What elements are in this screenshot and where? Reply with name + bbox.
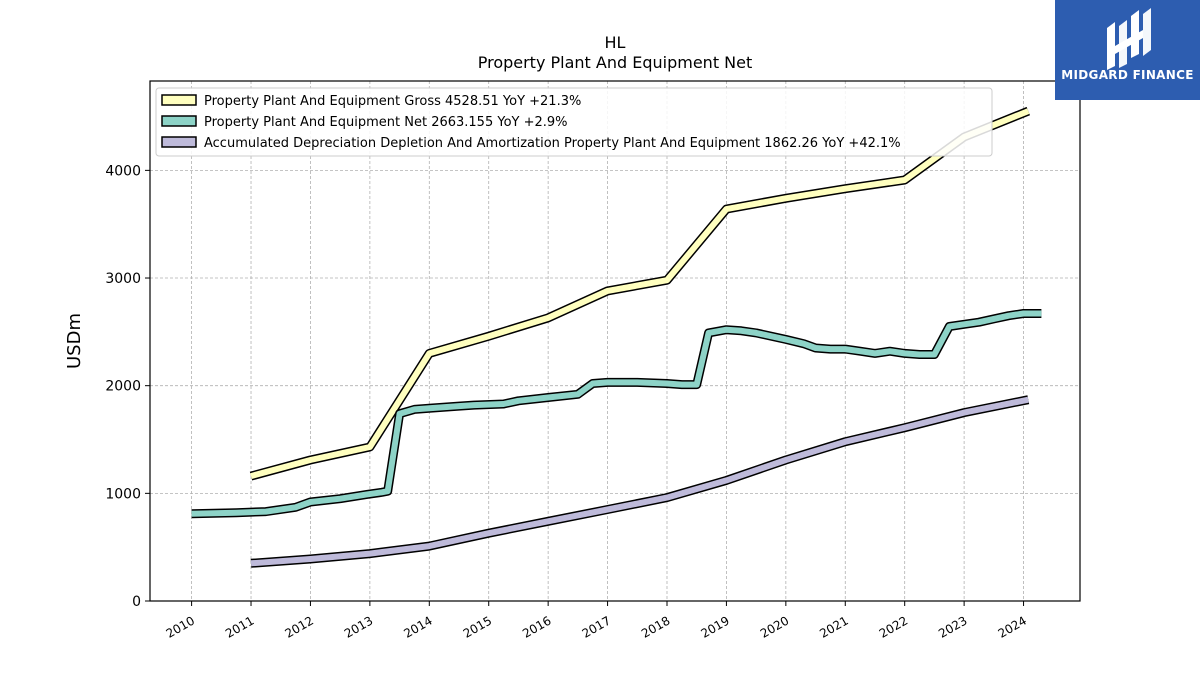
y-tick-label: 0 — [132, 594, 141, 610]
legend: Property Plant And Equipment Gross 4528.… — [155, 87, 993, 157]
x-tick-label: 2021 — [817, 613, 850, 640]
series-lines — [191, 106, 1042, 568]
series-outline — [191, 309, 1042, 519]
legend-entry: Property Plant And Equipment Gross 4528.… — [204, 94, 581, 109]
legend-frame — [155, 87, 993, 157]
legend-entry: Property Plant And Equipment Net 2663.15… — [204, 115, 568, 130]
legend-swatch — [161, 136, 197, 148]
x-tick-label: 2019 — [698, 613, 731, 640]
legend-swatch — [161, 115, 197, 127]
series-line — [250, 396, 1029, 567]
x-axis-ticks: 2010 2011 2012 2013 2014 2015 2016 2017 2018 2019… — [164, 601, 1029, 641]
legend-entry: Accumulated Depreciation Depletion And A… — [204, 136, 901, 151]
x-tick-label: 2023 — [936, 613, 969, 640]
x-tick-label: 2016 — [520, 613, 553, 640]
brand-mark-icon — [1107, 8, 1151, 70]
chart-title: HL — [605, 33, 626, 52]
x-tick-label: 2024 — [996, 613, 1029, 640]
x-tick-label: 2011 — [223, 613, 256, 640]
x-tick-label: 2012 — [282, 613, 315, 640]
series-line — [191, 310, 1042, 517]
chart-subtitle: Property Plant And Equipment Net — [478, 53, 753, 72]
x-tick-label: 2014 — [401, 613, 434, 640]
series-line — [250, 108, 1030, 479]
y-tick-label: 1000 — [105, 486, 141, 502]
y-axis-ticks: 0 1000 2000 3000 4000 — [105, 163, 150, 610]
x-tick-label: 2022 — [877, 613, 910, 640]
brand-name: MIDGARD FINANCE — [1061, 68, 1194, 82]
x-tick-label: 2017 — [580, 613, 613, 640]
brand-logo: MIDGARD FINANCE — [1055, 0, 1200, 100]
x-tick-label: 2010 — [164, 613, 197, 640]
y-axis-label: USDm — [64, 313, 85, 369]
y-tick-label: 4000 — [105, 163, 141, 179]
x-tick-label: 2018 — [639, 613, 672, 640]
x-tick-label: 2020 — [758, 613, 791, 640]
y-tick-label: 3000 — [105, 271, 141, 287]
x-tick-label: 2013 — [342, 613, 375, 640]
x-tick-label: 2015 — [461, 613, 494, 640]
legend-swatch — [161, 94, 197, 106]
plot-frame — [149, 80, 1081, 602]
y-tick-label: 2000 — [105, 379, 141, 395]
